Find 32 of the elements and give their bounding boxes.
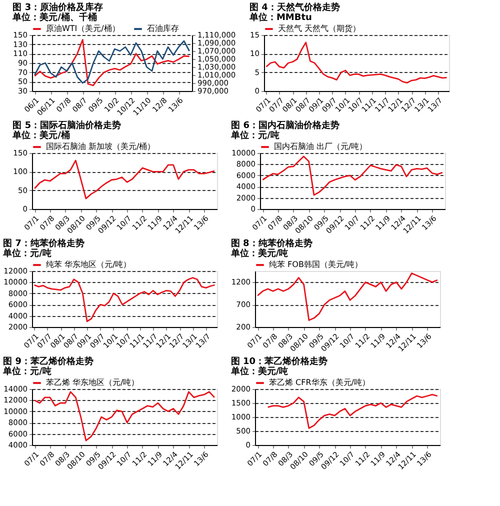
chart-subtitle: 单位：元/吨 [2, 248, 52, 259]
legend-label: 石油库存 [147, 24, 179, 33]
chart-title: 图 6：国内石脑油价格走势 [231, 120, 340, 131]
line-series [262, 156, 444, 196]
chart-title: 图 4：天然气价格走势 [249, 2, 340, 13]
chart-title: 图 7：纯苯价格走势 [3, 238, 85, 249]
series-label: 苯乙烯 华东地区（元/吨） [46, 378, 140, 387]
chart-subtitle: 单位：元/吨 [230, 130, 280, 141]
line-series [266, 42, 448, 84]
line-series [256, 272, 438, 321]
series-label: 纯苯 FOB韩国（美元/吨） [269, 260, 363, 269]
line-series [267, 394, 438, 429]
line-series [34, 277, 216, 322]
text: 天然气 天然气（期货） [278, 24, 361, 33]
text: 纯苯 华东地区（元/吨） [46, 260, 132, 269]
chart-subtitle: 单位：美元/桶、千桶 [12, 12, 97, 23]
series-label: 国内石脑油 出厂（元/吨） [274, 142, 368, 151]
series-label: 原油WTI（美元/桶） [46, 24, 120, 33]
chart-title: 图 9：苯乙烯价格走势 [3, 356, 94, 367]
text: 国际石脑油 新加坡（美元/桶） [46, 142, 156, 151]
chart-subtitle: 单位：美元/吨 [230, 248, 288, 259]
line-series [34, 391, 216, 442]
chart-subtitle: 单位：MMBtu [248, 12, 312, 23]
chart-title: 图 3：原油价格及库存 [12, 2, 104, 13]
chart-title: 图 10：苯乙烯价格走势 [230, 356, 328, 367]
chart-subtitle: 单位：美元/吨 [230, 366, 288, 377]
chart-subtitle: 单位：美元/桶 [12, 130, 70, 141]
text: 苯乙烯 CFR华东（美元/吨） [269, 378, 370, 387]
line-series [34, 160, 216, 200]
chart-subtitle: 单位：元/吨 [2, 366, 52, 377]
chart-title: 图 5：国际石脑油价格走势 [12, 120, 122, 131]
chart-title: 图 8：纯苯价格走势 [230, 238, 312, 249]
